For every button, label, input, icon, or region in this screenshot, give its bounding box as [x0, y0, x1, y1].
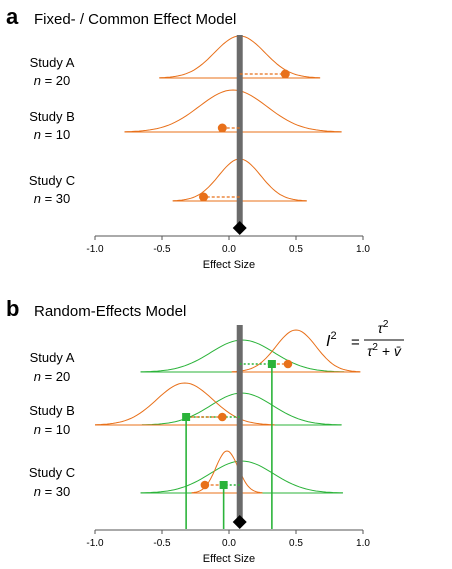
panel-b-study-b-n: n = 10	[34, 422, 71, 437]
panel-b-study-a-n-symbol: n	[34, 369, 41, 384]
panel-a-x-axis-label: Effect Size	[203, 259, 255, 271]
panel-b-study-a-name: Study A	[30, 350, 75, 365]
panel-a: a Fixed- / Common Effect Model Study A n…	[6, 4, 370, 271]
panel-b-markers	[182, 325, 293, 529]
formula-numerator: τ2	[378, 319, 389, 336]
panel-a-study-b-observed-point	[217, 123, 227, 133]
panel-b-study-b-true-effect-square	[182, 413, 191, 421]
panel-a-study-labels: Study A n = 20 Study B n = 10 Study C n …	[29, 55, 75, 206]
panel-b-title: Random-Effects Model	[34, 303, 186, 320]
panel-b-study-c-n: n = 30	[34, 484, 71, 499]
panel-b-study-c-n-symbol: n	[34, 484, 41, 499]
panel-b-letter: b	[6, 296, 19, 321]
panel-a-tick-label-2: 0.0	[222, 244, 236, 255]
panel-b-tick-label-3: 0.5	[289, 538, 303, 549]
heterogeneity-formula: I2 = τ2 τ2 + v̄	[326, 319, 404, 359]
formula-lhs: I2	[326, 330, 337, 350]
panel-a-study-c-n-symbol: n	[34, 191, 41, 206]
panel-b-study-b-n-symbol: n	[34, 422, 41, 437]
panel-a-tick-label-4: 1.0	[356, 244, 370, 255]
formula-numerator-symbol: τ	[378, 320, 384, 336]
panel-a-summary-diamond	[232, 221, 247, 235]
panel-a-study-a-n-value: = 20	[41, 73, 70, 88]
panel-a-study-b-name: Study B	[29, 109, 75, 124]
panel-b-summary-diamond	[232, 515, 247, 529]
panel-b-study-b-fixed-curve	[94, 382, 275, 426]
panel-a-study-a-name: Study A	[30, 55, 75, 70]
formula-lhs-symbol: I	[326, 333, 331, 350]
panel-a-study-c-n-value: = 30	[41, 191, 70, 206]
panel-b-study-labels: Study A n = 20 Study B n = 10 Study C n …	[29, 350, 75, 499]
panel-b-study-b-n-value: = 10	[41, 422, 70, 437]
panel-b-curves	[94, 329, 361, 494]
panel-b-study-a-observed-point	[283, 359, 293, 369]
panel-a-tick-label-0: -1.0	[86, 244, 104, 255]
panel-a-study-a-n-symbol: n	[34, 73, 41, 88]
panel-b-tick-label-1: -0.5	[153, 538, 171, 549]
panel-a-markers	[199, 35, 290, 235]
panel-a-study-b-fixed-curve	[124, 89, 342, 133]
panel-a-x-axis: -1.0 -0.5 0.0 0.5 1.0	[86, 235, 370, 255]
panel-a-study-c-n: n = 30	[34, 191, 71, 206]
panel-b-x-axis: -1.0 -0.5 0.0 0.5 1.0	[86, 529, 370, 549]
panel-a-study-b-n-value: = 10	[41, 127, 70, 142]
panel-b-tick-label-2: 0.0	[222, 538, 236, 549]
panel-a-letter: a	[6, 4, 19, 29]
panel-a-study-c-name: Study C	[29, 173, 75, 188]
formula-denominator-symbol: τ	[367, 343, 373, 359]
panel-b-study-a-n: n = 20	[34, 369, 71, 384]
formula-lhs-sup: 2	[330, 330, 336, 342]
panel-b-tick-label-0: -1.0	[86, 538, 104, 549]
panel-b-x-axis-label: Effect Size	[203, 553, 255, 565]
panel-b-tick-label-4: 1.0	[356, 538, 370, 549]
panel-b-study-c-observed-point	[200, 480, 210, 490]
panel-a-tick-label-1: -0.5	[153, 244, 171, 255]
panel-b-study-b-name: Study B	[29, 403, 75, 418]
panel-b-study-c-n-value: = 30	[41, 484, 70, 499]
panel-a-study-a-n: n = 20	[34, 73, 71, 88]
panel-a-study-a-observed-point	[280, 69, 290, 79]
panel-b-study-a-true-effect-square	[267, 360, 276, 368]
panel-a-title: Fixed- / Common Effect Model	[34, 11, 236, 28]
panel-a-study-b-n-symbol: n	[34, 127, 41, 142]
panel-b-study-c-true-effect-square	[219, 481, 228, 489]
formula-denominator: τ2 + v̄	[367, 342, 402, 359]
panel-a-study-b-n: n = 10	[34, 127, 71, 142]
formula-denominator-rest: + v̄	[378, 343, 402, 359]
panel-b: b Random-Effects Model I2 = τ2 τ2 + v̄ S…	[6, 296, 404, 565]
panel-a-curves	[124, 35, 342, 202]
formula-numerator-sup: 2	[383, 319, 389, 330]
panel-b-study-b-observed-point	[218, 412, 227, 422]
formula-equals: =	[351, 334, 360, 351]
panel-b-study-c-name: Study C	[29, 465, 75, 480]
formula-denominator-sup: 2	[372, 342, 378, 353]
panel-a-tick-label-3: 0.5	[289, 244, 303, 255]
panel-a-study-c-observed-point	[199, 192, 209, 202]
panel-b-study-a-n-value: = 20	[41, 369, 70, 384]
panel-b-study-a-fixed-curve	[231, 329, 361, 373]
